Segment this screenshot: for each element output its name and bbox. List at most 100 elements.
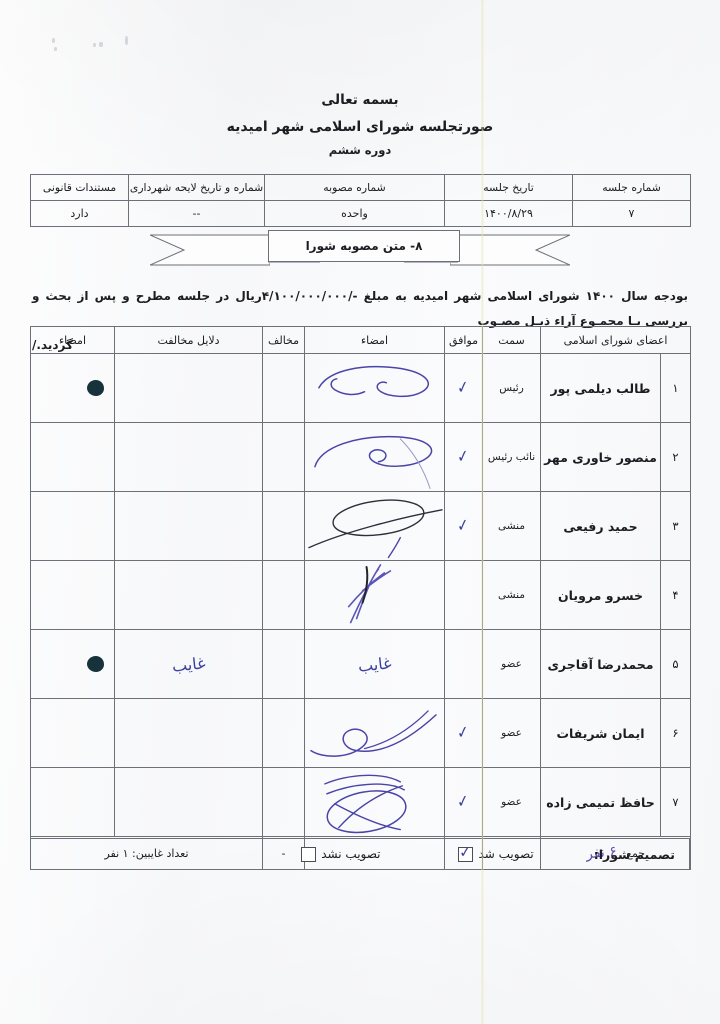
info-header-session-date: تاریخ جلسه — [444, 174, 573, 201]
agree-checkmark-icon: ✓ — [456, 514, 471, 537]
oppose-cell[interactable] — [262, 422, 305, 492]
session-info-table: شماره جلسه تاریخ جلسه شماره مصوبه شماره … — [30, 174, 691, 227]
final-signature-cell[interactable] — [30, 491, 115, 561]
member-name: منصور خاوری مهر — [539, 422, 662, 492]
ribbon-tail-left — [150, 234, 270, 266]
final-signature-cell[interactable] — [30, 629, 115, 699]
votes-header-signature: امضاء — [304, 326, 445, 354]
document-title: صورتجلسه شورای اسلامی شهر امیدیه — [226, 118, 494, 135]
member-signature-cell[interactable] — [304, 698, 445, 768]
oppose-reason-cell[interactable] — [114, 491, 263, 561]
scan-speck — [52, 38, 55, 43]
agree-checkmark-cell[interactable]: ✓ — [444, 698, 483, 768]
oppose-reason-cell[interactable] — [114, 560, 263, 630]
member-position: عضو — [482, 698, 541, 768]
checkbox-rejected[interactable] — [301, 846, 317, 862]
table-row: ۵ محمدرضا آقاجری عضو غایب غایب — [30, 629, 692, 699]
agree-checkmark-cell[interactable]: ✓ — [444, 422, 483, 492]
row-index: ۵ — [660, 629, 692, 699]
oppose-reason-cell[interactable] — [114, 767, 263, 837]
oppose-cell[interactable] — [262, 767, 305, 837]
info-value-row: ۷ ۱۴۰۰/۸/۲۹ واحده -- دارد — [30, 200, 691, 227]
agree-checkmark-cell[interactable] — [444, 629, 483, 699]
member-signature-cell[interactable] — [304, 560, 445, 630]
decision-option-rejected[interactable]: تصویب نشد — [301, 846, 381, 862]
ribbon-title: ۸- متن مصوبه شورا — [268, 230, 460, 262]
decision-row: تصمیم شورا: تصویب شد تصویب نشد — [30, 838, 690, 870]
agree-checkmark-icon: ✓ — [456, 376, 471, 399]
signature-scribble-icon — [314, 435, 433, 490]
council-term: دوره ششم — [328, 143, 392, 158]
signature-scribble-icon — [318, 365, 429, 398]
oppose-cell[interactable] — [262, 491, 305, 561]
table-row: ۱ طالب دیلمی پور رئیس ✓ — [30, 353, 692, 423]
member-name: حافظ تمیمی زاده — [539, 767, 662, 837]
table-row: ۴ خسرو مرویان منشی — [30, 560, 692, 630]
member-position: منشی — [482, 560, 541, 630]
scan-speck — [93, 43, 96, 47]
checkbox-approved[interactable] — [458, 846, 474, 862]
info-header-bill-no-date: شماره و تاریخ لایحه شهرداری — [128, 174, 265, 201]
signature-scribble-icon — [347, 564, 392, 624]
member-name: خسرو مرویان — [539, 560, 662, 630]
decision-cell: تصمیم شورا: تصویب شد تصویب نشد — [30, 838, 690, 870]
scan-speck — [99, 42, 103, 47]
agree-checkmark-cell[interactable]: ✓ — [444, 767, 483, 837]
scan-speck — [125, 36, 128, 45]
agree-checkmark-cell[interactable]: ✓ — [444, 353, 483, 423]
info-value-resolution-no: واحده — [264, 200, 445, 227]
signature-scribble-icon — [324, 774, 407, 834]
member-name: محمدرضا آقاجری — [539, 629, 662, 699]
row-index: ۷ — [660, 767, 692, 837]
oppose-reason-cell[interactable] — [114, 353, 263, 423]
row-index: ۶ — [660, 698, 692, 768]
info-value-bill-no-date: -- — [128, 200, 265, 227]
member-signature-cell[interactable]: غایب — [304, 629, 445, 699]
member-signature-cell[interactable] — [304, 767, 445, 837]
member-position: نائب رئیس — [482, 422, 541, 492]
info-value-legal-docs: دارد — [30, 200, 129, 227]
signature-scribble-icon — [310, 710, 437, 757]
agree-checkmark-icon: ✓ — [456, 445, 471, 468]
members-vote-table: اعضای شورای اسلامی سمت موافق امضاء مخالف… — [30, 326, 692, 870]
ribbon-tail-right — [450, 234, 570, 266]
final-signature-cell[interactable] — [30, 767, 115, 837]
votes-header-row: اعضای شورای اسلامی سمت موافق امضاء مخالف… — [30, 326, 692, 354]
final-signature-cell[interactable] — [30, 422, 115, 492]
member-position: منشی — [482, 491, 541, 561]
row-index: ۱ — [660, 353, 692, 423]
signature-scribble-icon — [308, 499, 443, 559]
row-index: ۴ — [660, 560, 692, 630]
ink-blot-icon — [87, 380, 104, 396]
oppose-reason-cell[interactable] — [114, 698, 263, 768]
oppose-cell[interactable] — [262, 560, 305, 630]
final-signature-cell[interactable] — [30, 353, 115, 423]
member-signature-cell[interactable] — [304, 422, 445, 492]
table-row: ۲ منصور خاوری مهر نائب رئیس ✓ — [30, 422, 692, 492]
agree-checkmark-icon: ✓ — [456, 790, 471, 813]
final-signature-cell[interactable] — [30, 698, 115, 768]
final-signature-cell[interactable] — [30, 560, 115, 630]
member-name: حمید رفیعی — [539, 491, 662, 561]
agree-checkmark-cell[interactable] — [444, 560, 483, 630]
decision-rejected-label: تصویب نشد — [321, 847, 381, 861]
document-heading: بسمه تعالی صورتجلسه شورای اسلامی شهر امی… — [0, 88, 720, 162]
oppose-cell[interactable] — [262, 353, 305, 423]
oppose-reason-cell[interactable] — [114, 422, 263, 492]
votes-header-oppose-reason: دلایل مخالفت — [114, 326, 263, 354]
absent-handwritten-note: غایب — [356, 652, 393, 676]
member-name: ایمان شریفات — [539, 698, 662, 768]
votes-header-agree: موافق — [444, 326, 483, 354]
oppose-cell[interactable] — [262, 698, 305, 768]
oppose-reason-cell[interactable]: غایب — [114, 629, 263, 699]
council-decision-table: تصمیم شورا: تصویب شد تصویب نشد — [30, 838, 690, 870]
oppose-cell[interactable] — [262, 629, 305, 699]
agree-checkmark-cell[interactable]: ✓ — [444, 491, 483, 561]
votes-header-oppose: مخالف — [262, 326, 305, 354]
votes-header-member: اعضای شورای اسلامی — [539, 326, 692, 354]
decision-option-approved[interactable]: تصویب شد — [458, 846, 534, 862]
member-signature-cell[interactable] — [304, 491, 445, 561]
absent-reason-handwritten: غایب — [170, 652, 207, 676]
member-signature-cell[interactable] — [304, 353, 445, 423]
info-header-session-no: شماره جلسه — [572, 174, 691, 201]
